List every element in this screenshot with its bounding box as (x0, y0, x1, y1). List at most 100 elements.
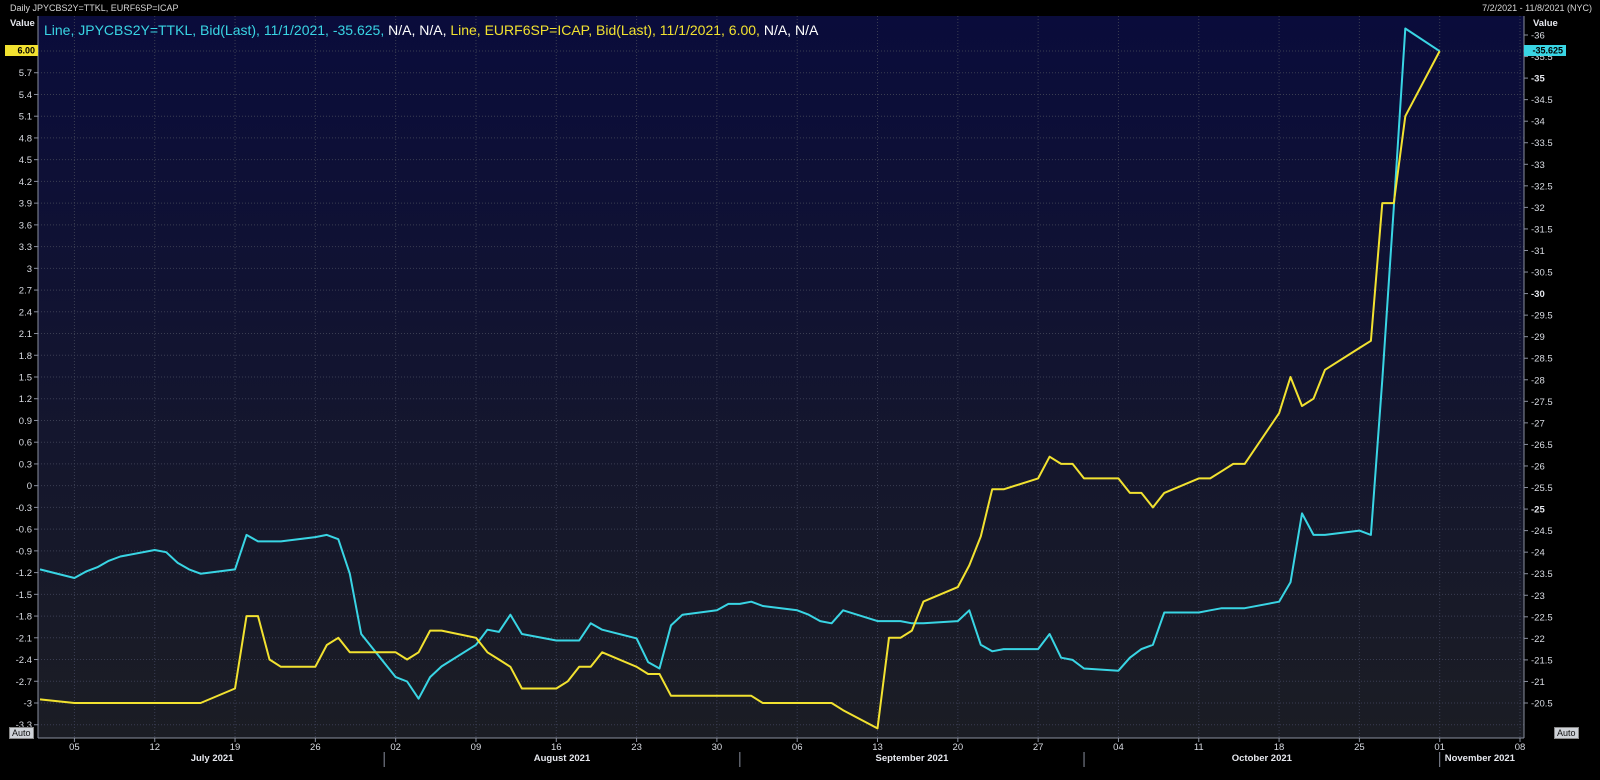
right-tick-label: -32 (1531, 203, 1545, 214)
left-tick-label: 1.5 (19, 373, 32, 384)
date-range-label: 7/2/2021 - 11/8/2021 (NYC) (1482, 3, 1592, 13)
right-tick-label: -33 (1531, 160, 1545, 171)
month-label: September 2021 (876, 753, 950, 764)
right-tick-label: -28 (1531, 375, 1545, 386)
x-tick-label: 01 (1434, 742, 1445, 753)
left-tick-label: 2.1 (19, 329, 32, 340)
gridlines (38, 16, 1524, 738)
right-tick-label: -23.5 (1531, 569, 1553, 580)
left-tick-label: 0.9 (19, 416, 32, 427)
left-axis-title: Value (10, 18, 35, 29)
x-tick-label: 11 (1194, 742, 1204, 753)
x-axis: 05 12 19 26 02 09 16 23 30 06 13 20 27 04 11 18 25 01 08 Ju… (38, 737, 1526, 767)
left-tick-label: 0 (27, 481, 32, 492)
left-tick-label: -0.9 (16, 546, 32, 557)
left-tick-label: 0.6 (19, 438, 32, 449)
right-tick-label: -22 (1531, 634, 1545, 645)
left-tick-label: 5.4 (19, 90, 32, 101)
left-tick-label: 4.5 (19, 155, 32, 166)
left-tick-label: 3 (27, 264, 32, 275)
left-tick-label: -2.7 (16, 677, 32, 688)
x-tick-label: 19 (230, 742, 241, 753)
left-tick-label: -3 (24, 699, 32, 710)
left-tick-label: 3.9 (19, 199, 32, 210)
series-line-jpycbs2y-ttkl (39, 27, 1441, 700)
auto-scale-right-button[interactable]: Auto (1554, 727, 1579, 739)
x-axis-band (38, 738, 1524, 763)
right-tick-label: -25.5 (1531, 483, 1553, 494)
left-tick-label: 2.7 (19, 286, 32, 297)
left-tick-label: 0.3 (19, 459, 32, 470)
right-tick-label: -34 (1531, 117, 1545, 128)
right-tick-label: -25 (1531, 505, 1545, 516)
series-line-eurf6sp-icap (39, 50, 1441, 730)
right-tick-label: -27.5 (1531, 397, 1553, 408)
right-tick-label: -24 (1531, 548, 1545, 559)
legend: Line, JPYCBS2Y=TTKL, Bid(Last), 11/1/202… (44, 22, 819, 38)
left-tick-label: -1.2 (16, 568, 32, 579)
left-tick-label: 5.7 (19, 68, 32, 79)
x-tick-label: 02 (390, 742, 401, 753)
x-tick-label: 05 (69, 742, 80, 753)
right-tick-label: -22.5 (1531, 612, 1553, 623)
month-label: August 2021 (534, 753, 591, 764)
left-tick-label: 2.4 (19, 307, 32, 318)
left-tick-label: 5.1 (19, 112, 32, 123)
right-last-value-text: -35.625 (1532, 46, 1563, 56)
x-tick-label: 13 (872, 742, 883, 753)
left-tick-label: -1.5 (16, 590, 32, 601)
left-tick-label: 4.8 (19, 133, 32, 144)
right-last-value-badge (1524, 45, 1566, 56)
x-tick-label: 20 (953, 742, 964, 753)
left-tick-label: -0.6 (16, 525, 32, 536)
legend-yellow-na: N/A, N/A (760, 22, 819, 38)
month-label: July 2021 (191, 753, 234, 764)
month-label: October 2021 (1232, 753, 1293, 764)
left-last-value-badge (5, 45, 38, 56)
right-tick-label: -29 (1531, 332, 1545, 343)
right-tick-label: -30 (1531, 289, 1545, 300)
right-tick-label: -28.5 (1531, 354, 1553, 365)
right-y-axis: -36 -35.5 -35 -34.5 -34 -33.5 -33 -32.5 -32 -31.5… (1523, 16, 1553, 738)
left-tick-label: -0.3 (16, 503, 32, 514)
x-tick-label: 18 (1274, 742, 1285, 753)
x-tick-label: 04 (1113, 742, 1124, 753)
right-tick-label: -21 (1531, 677, 1545, 688)
right-tick-label: -20.5 (1531, 699, 1553, 710)
left-tick-label: 3.3 (19, 242, 32, 253)
x-tick-label: 30 (712, 742, 723, 753)
right-tick-label: -26 (1531, 461, 1545, 472)
left-last-value-text: 6.00 (17, 46, 35, 56)
right-tick-label: -24.5 (1531, 526, 1553, 537)
x-tick-label: 23 (631, 742, 642, 753)
right-tick-label: -31.5 (1531, 224, 1553, 235)
left-tick-label: 4.2 (19, 177, 32, 188)
legend-cyan-series: Line, JPYCBS2Y=TTKL, Bid(Last), 11/1/202… (44, 22, 384, 38)
right-tick-label: -21.5 (1531, 655, 1553, 666)
plot-area[interactable] (38, 16, 1524, 738)
right-tick-label: -27 (1531, 418, 1545, 429)
x-tick-label: 16 (551, 742, 562, 753)
left-tick-label: 1.8 (19, 351, 32, 362)
right-tick-label: -30.5 (1531, 268, 1553, 279)
left-tick-label: -1.8 (16, 612, 32, 623)
chart-window-title: Daily JPYCBS2Y=TTKL, EURF6SP=ICAP (10, 3, 179, 13)
left-tick-label: -2.1 (16, 633, 32, 644)
left-y-axis: 5.7 5.4 5.1 4.8 4.5 4.2 3.9 3.6 3.3 3 2.7 2.4 2.1 1.8… (16, 16, 39, 738)
x-tick-label: 26 (310, 742, 321, 753)
x-tick-label: 06 (792, 742, 803, 753)
x-tick-label: 25 (1354, 742, 1365, 753)
x-tick-label: 08 (1515, 742, 1526, 753)
x-tick-label: 12 (149, 742, 160, 753)
right-tick-label: -29.5 (1531, 311, 1553, 322)
right-tick-label: -33.5 (1531, 138, 1553, 149)
month-label: November 2021 (1445, 753, 1516, 764)
right-tick-label: -32.5 (1531, 181, 1553, 192)
legend-yellow-series: Line, EURF6SP=ICAP, Bid(Last), 11/1/2021… (446, 22, 760, 38)
left-tick-label: 3.6 (19, 220, 32, 231)
right-tick-label: -36 (1531, 31, 1545, 42)
auto-scale-left-button[interactable]: Auto (9, 727, 34, 739)
right-tick-label: -35.5 (1531, 52, 1553, 63)
right-tick-label: -31 (1531, 246, 1545, 257)
